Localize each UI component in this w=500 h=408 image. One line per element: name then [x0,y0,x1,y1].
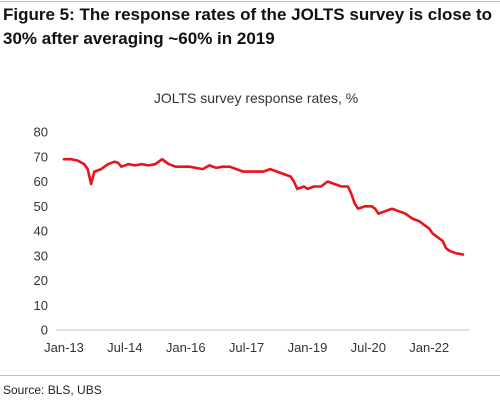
chart-title: JOLTS survey response rates, % [154,90,358,106]
x-axis-tick-labels: Jan-13 Jul-14 Jan-16 Jul-17 Jan-19 Jul-20 Jan-… [44,340,449,355]
y-tick-label: 70 [34,149,48,164]
x-tick-label: Jan-22 [409,340,449,355]
figure-heading: Figure 5: The response rates of the JOLT… [3,5,493,48]
y-tick-label: 0 [41,323,48,338]
x-tick-label: Jan-16 [166,340,206,355]
y-tick-label: 50 [34,199,48,214]
y-tick-label: 10 [34,298,48,313]
y-tick-label: 40 [34,224,48,239]
y-axis-tick-labels: 0 10 20 30 40 50 60 70 80 [34,125,48,338]
x-tick-label: Jul-14 [107,340,142,355]
y-tick-label: 80 [34,125,48,140]
y-tick-label: 30 [34,248,48,263]
bottom-rule [0,375,500,376]
x-tick-label: Jul-20 [351,340,386,355]
x-tick-label: Jan-19 [288,340,328,355]
response-rate-line [62,157,465,256]
x-tick-label: Jul-17 [229,340,264,355]
source-note: Source: BLS, UBS [3,383,102,397]
y-tick-label: 60 [34,174,48,189]
y-tick-label: 20 [34,273,48,288]
x-tick-label: Jan-13 [44,340,84,355]
top-rule [0,1,500,2]
